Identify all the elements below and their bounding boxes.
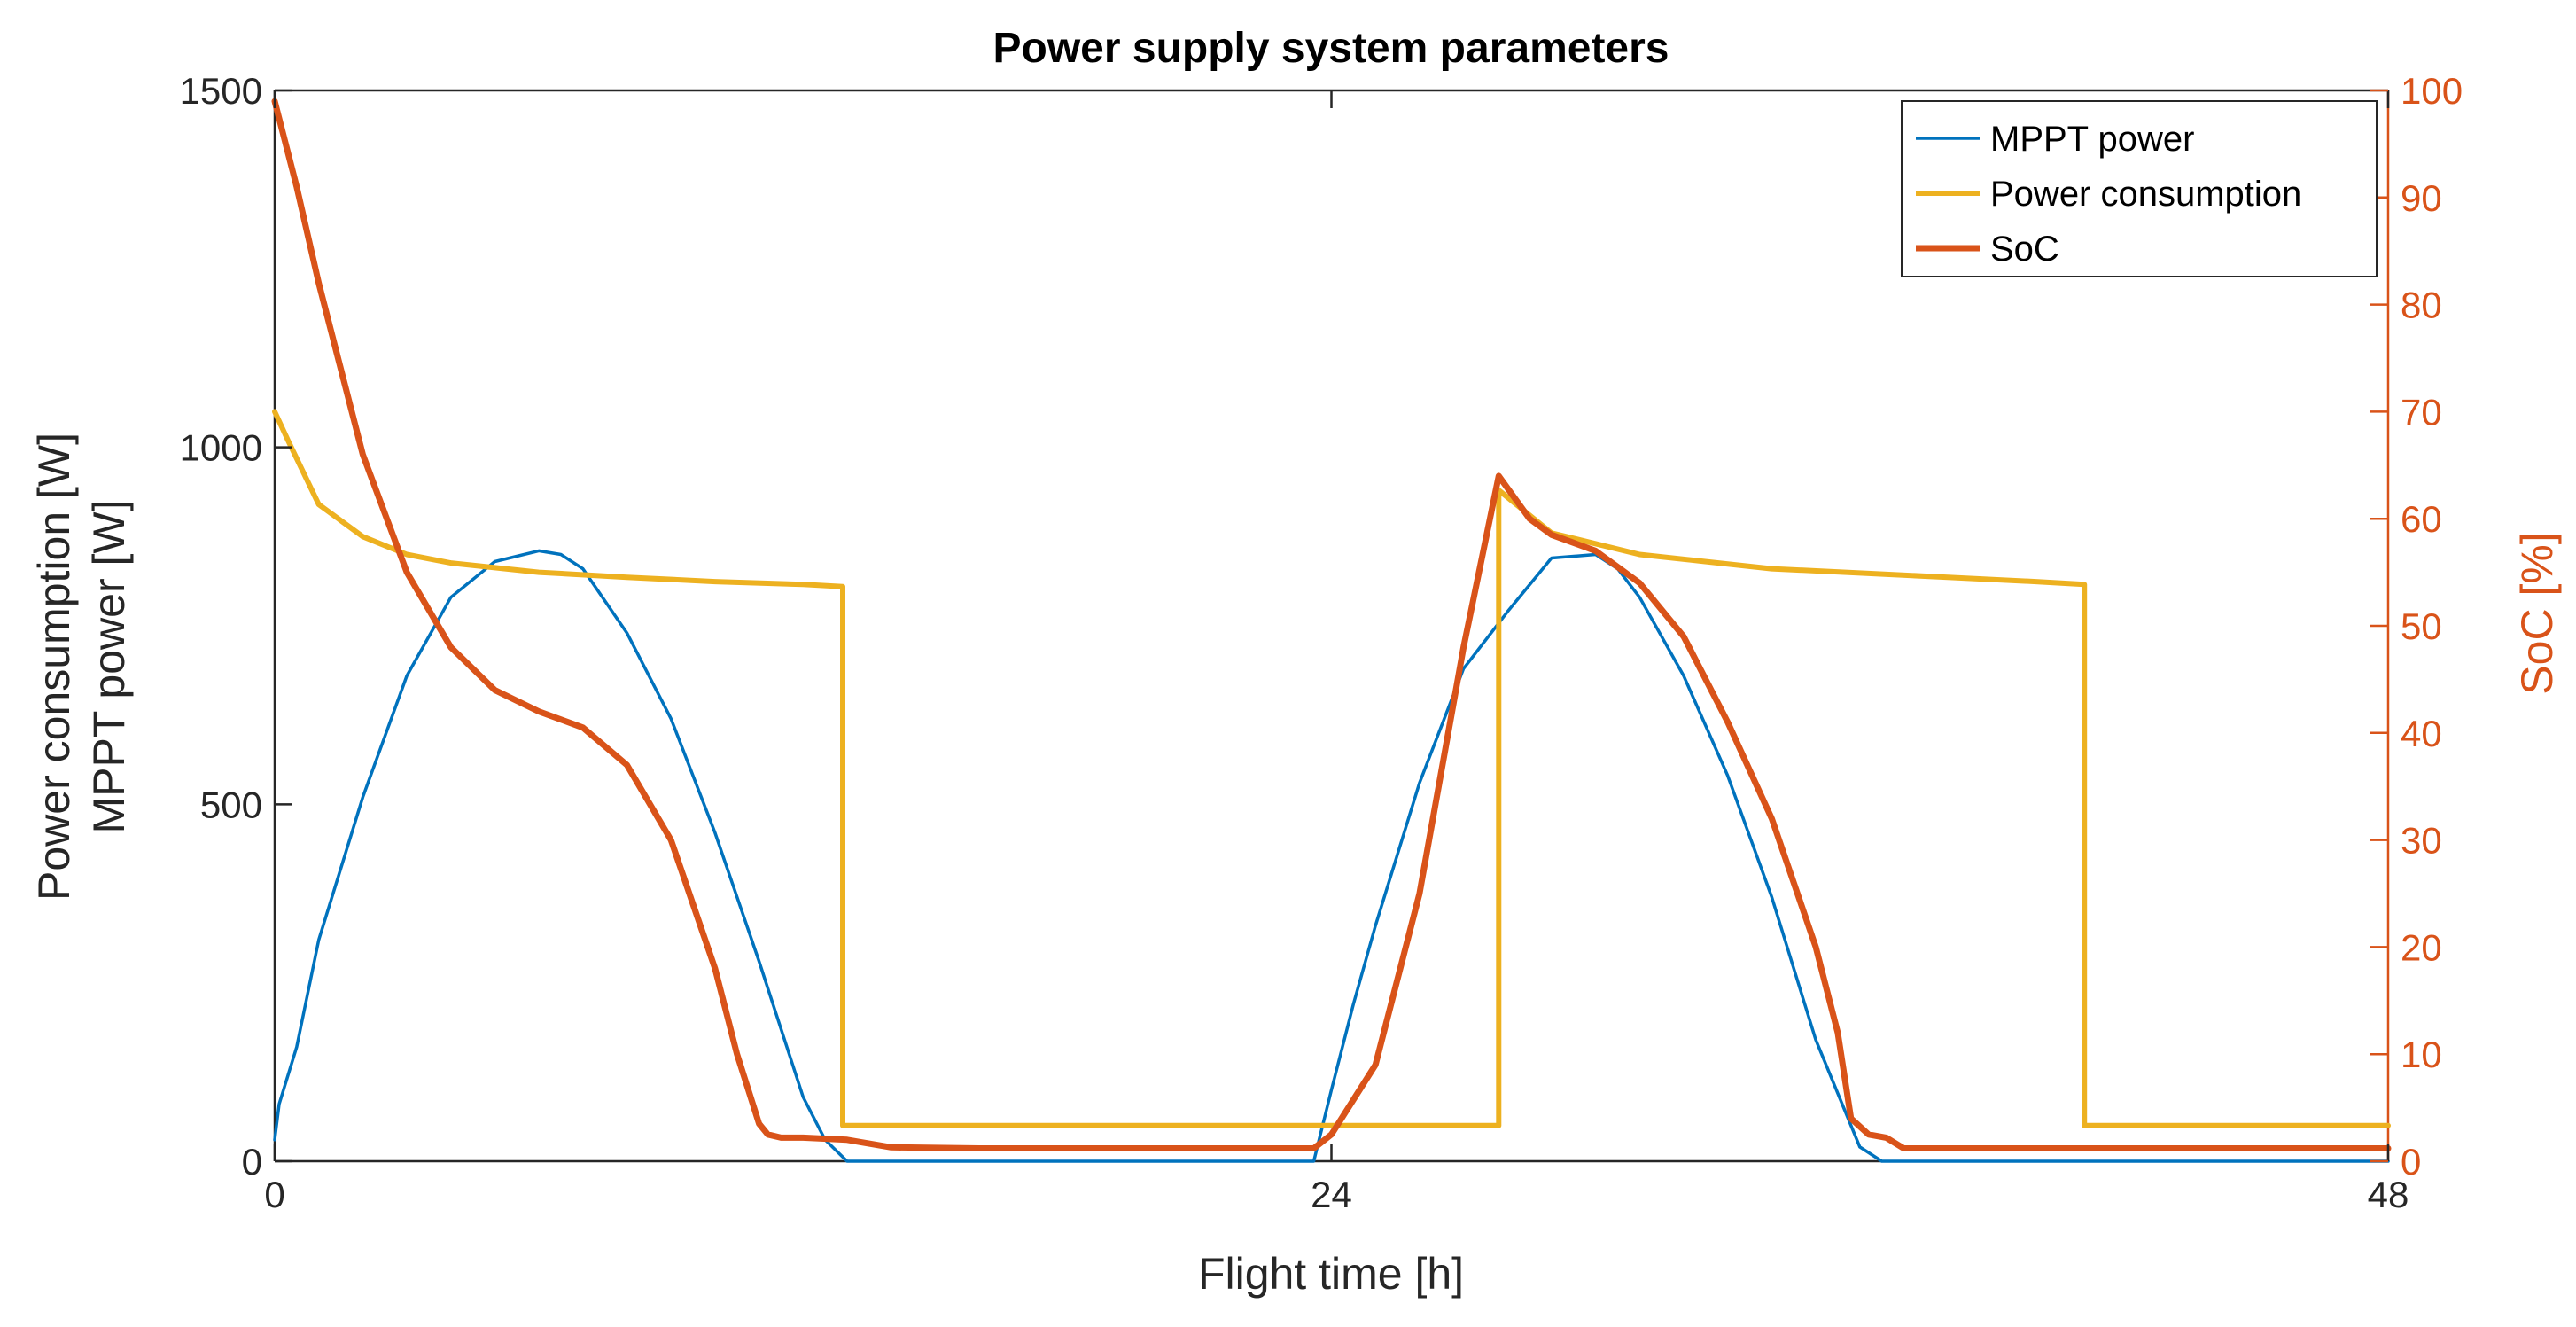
y-tick-label-right: 40 <box>2401 713 2442 754</box>
y-tick-label-right: 30 <box>2401 820 2442 862</box>
y-tick-label-left: 500 <box>200 784 262 825</box>
y-tick-label-right: 50 <box>2401 605 2442 647</box>
y-axis-label-right: SoC [%] <box>2512 532 2562 694</box>
y-tick-label-right: 80 <box>2401 285 2442 326</box>
x-tick-label: 48 <box>2368 1174 2409 1215</box>
chart-title: Power supply system parameters <box>992 25 1669 72</box>
y-tick-label-left: 1000 <box>180 427 262 469</box>
x-tick-label: 24 <box>1311 1174 1352 1215</box>
y-tick-label-right: 20 <box>2401 926 2442 968</box>
y-tick-label-right: 70 <box>2401 391 2442 433</box>
y-tick-label-right: 100 <box>2401 70 2463 112</box>
series-line-soc <box>271 98 2392 1151</box>
y-tick-label-left: 1500 <box>180 70 262 112</box>
y-axis-label-left-line2: MPPT power [W] <box>84 500 134 834</box>
y-tick-label-left: 0 <box>242 1141 262 1183</box>
legend-label: MPPT power <box>1990 120 2194 159</box>
series-line-mppt-power <box>273 549 2390 1163</box>
y-axis-label-left-line1: Power consumption [W] <box>29 433 79 901</box>
legend-box <box>1901 100 2378 277</box>
x-axis-label: Flight time [h] <box>1198 1249 1464 1299</box>
legend: MPPT power Power consumption SoC <box>1901 100 2378 277</box>
y-tick-label-right: 10 <box>2401 1034 2442 1075</box>
legend-label: SoC <box>1990 230 2059 269</box>
series-line-power-consumption <box>272 409 2391 1128</box>
y-tick-label-right: 0 <box>2401 1141 2421 1183</box>
y-tick-label-right: 90 <box>2401 177 2442 219</box>
legend-label: Power consumption <box>1990 175 2301 214</box>
y-tick-label-right: 60 <box>2401 498 2442 540</box>
x-tick-label: 0 <box>264 1174 284 1215</box>
series-layer <box>271 98 2392 1163</box>
